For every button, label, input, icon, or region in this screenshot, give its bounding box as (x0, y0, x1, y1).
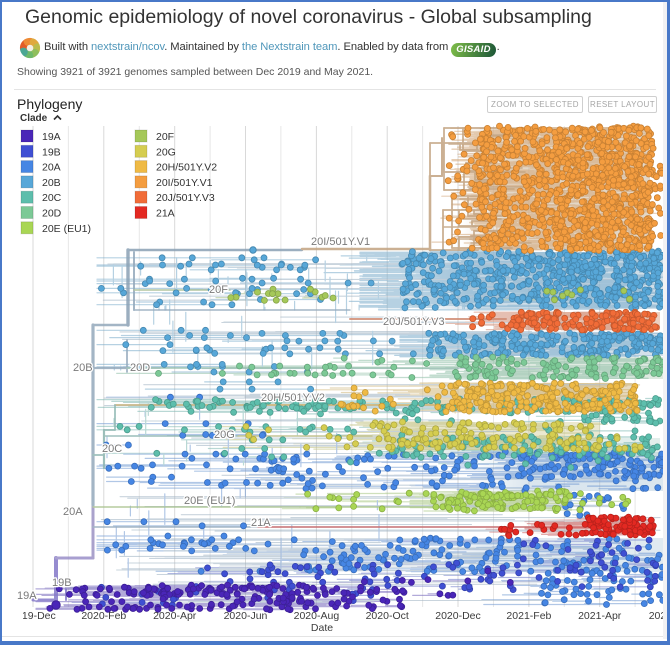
svg-text:19A: 19A (17, 590, 37, 602)
svg-text:20H/501Y.V2: 20H/501Y.V2 (156, 162, 217, 174)
svg-text:20F: 20F (209, 284, 228, 296)
svg-text:2021-Apr: 2021-Apr (578, 610, 622, 622)
svg-text:19A: 19A (42, 131, 61, 143)
svg-text:2020-Apr: 2020-Apr (153, 610, 197, 622)
svg-text:20J/501Y.V3: 20J/501Y.V3 (383, 316, 445, 328)
svg-text:21A: 21A (251, 517, 271, 529)
svg-text:20I/501Y.V1: 20I/501Y.V1 (311, 236, 370, 248)
svg-text:2019-Dec: 2019-Dec (10, 610, 56, 622)
svg-text:2020-Oct: 2020-Oct (366, 610, 409, 622)
svg-text:19B: 19B (52, 577, 72, 589)
svg-text:20D: 20D (42, 208, 62, 220)
svg-text:20H/501Y.V2: 20H/501Y.V2 (261, 392, 325, 404)
svg-text:20G: 20G (214, 429, 235, 441)
svg-text:2020-Jun: 2020-Jun (224, 610, 268, 622)
svg-text:2021-Feb: 2021-Feb (506, 610, 551, 622)
svg-text:2020-Dec: 2020-Dec (435, 610, 481, 622)
svg-text:20A: 20A (42, 162, 61, 174)
svg-text:20I/501Y.V1: 20I/501Y.V1 (156, 177, 213, 189)
svg-text:20J/501Y.V3: 20J/501Y.V3 (156, 192, 215, 204)
svg-text:20B: 20B (73, 362, 93, 374)
svg-text:19B: 19B (42, 146, 61, 158)
svg-text:20A: 20A (63, 506, 83, 518)
svg-text:2020-Feb: 2020-Feb (81, 610, 126, 622)
svg-text:20C: 20C (102, 443, 122, 455)
svg-text:20F: 20F (156, 131, 174, 143)
svg-text:2020-Aug: 2020-Aug (294, 610, 340, 622)
svg-text:Date: Date (311, 622, 333, 634)
svg-text:20B: 20B (42, 177, 61, 189)
svg-text:2021-Jun: 2021-Jun (649, 610, 670, 622)
svg-text:20D: 20D (130, 362, 150, 374)
svg-text:21A: 21A (156, 208, 175, 220)
svg-text:20E (EU1): 20E (EU1) (42, 223, 91, 235)
svg-text:20C: 20C (42, 192, 62, 204)
svg-text:20E (EU1): 20E (EU1) (184, 495, 235, 507)
svg-text:20G: 20G (156, 146, 176, 158)
